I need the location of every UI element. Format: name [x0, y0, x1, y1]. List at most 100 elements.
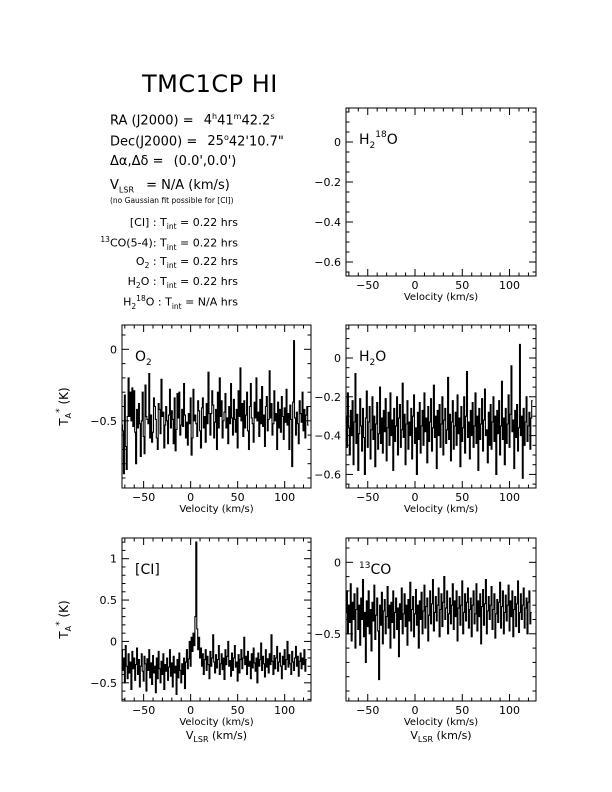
tint-sub: int: [166, 261, 177, 271]
tint-value: = N/A hrs: [181, 295, 238, 309]
species-label: O2: [135, 349, 152, 368]
tint-value: = 0.22 hrs: [176, 216, 238, 229]
species-name: H: [123, 295, 132, 309]
x-tick-label: 50: [231, 491, 245, 504]
vlsr-suffix: (km/s): [209, 729, 248, 742]
x-tick-label: 50: [231, 704, 245, 717]
tint-label: T: [156, 216, 167, 229]
species-label-sub: 2: [146, 358, 152, 368]
vlsr-prefix: V: [110, 178, 119, 193]
page-title: TMC1CP HI: [142, 70, 278, 98]
panel-ci: −50 0 50 100 1 0.5 0 −0.5 Velocity (km/s)VLSR (k…: [55, 537, 312, 744]
ra-hours: 4: [203, 113, 213, 129]
species-label-main: H: [359, 132, 370, 148]
x-tick-label: 50: [455, 704, 469, 717]
tint-label: T: [161, 295, 172, 309]
vlsr-prefix: V: [186, 729, 194, 742]
tint-label: T: [156, 236, 167, 250]
species-label-sup: 18: [375, 130, 387, 140]
species-sub: 2: [131, 301, 137, 311]
y-tick-label: −0.2: [314, 391, 341, 404]
tint-label: T: [156, 255, 167, 268]
ylabel-prefix: T: [57, 631, 71, 640]
species-label: H2O: [359, 349, 386, 368]
y-tick-label: 0: [334, 556, 341, 569]
x-tick-label: 100: [274, 491, 295, 504]
x-tick-label: −50: [356, 279, 379, 292]
x-tick-label: 100: [499, 491, 520, 504]
species-label-main: [CI]: [135, 562, 160, 578]
tint-label: T: [156, 275, 167, 288]
vlsr-prefix: V: [410, 729, 418, 742]
integration-row: 13CO(5-4): Tint = 0.22 hrs: [100, 235, 238, 252]
x-tick-label: 50: [455, 491, 469, 504]
offset-value: (0.0',0.0'): [173, 154, 237, 169]
y-tick-label: −0.6: [314, 256, 341, 269]
species-label-sub: 2: [370, 358, 376, 368]
x-tick-label: 100: [499, 279, 520, 292]
x-axis-label: Velocity (km/s): [404, 717, 478, 728]
x-axis-label: Velocity (km/s): [179, 504, 253, 515]
spectrum-line: [121, 340, 309, 475]
dec-degrees: 25: [207, 134, 224, 150]
ra-label: RA (J2000) =: [110, 113, 194, 129]
species-name: [CI] :: [129, 216, 157, 229]
species-sub: 2: [135, 281, 141, 291]
offset-line: Δα,Δδ = (0.0',0.0'): [110, 154, 236, 169]
ra-seconds: 42.2: [241, 113, 271, 129]
plot-frame: [121, 537, 312, 702]
ra-minutes: 41: [217, 113, 234, 129]
y-tick-label: −0.5: [90, 415, 117, 428]
dec-label: Dec(J2000) =: [110, 134, 198, 150]
vlsr-sub: LSR: [418, 735, 434, 744]
species-suffix: :: [149, 255, 157, 268]
x-tick-label: 50: [455, 279, 469, 292]
species-name: O: [135, 255, 145, 268]
species-label: H218O: [359, 130, 398, 151]
y-axis-label: TA* (K): [55, 387, 73, 426]
ylabel-suffix: (K): [57, 600, 71, 621]
x-axis-label-vlsr: VLSR (km/s): [186, 729, 247, 744]
x-tick-label: 0: [187, 704, 194, 717]
vlsr-suffix: (km/s): [433, 729, 472, 742]
offset-label: Δα,Δδ =: [110, 154, 164, 169]
x-tick-label: −50: [356, 704, 379, 717]
ylabel-sub: A: [64, 625, 73, 631]
panel-h2o: −50 0 50 100 0 −0.2 −0.4 −0.6 Velocity (km/s) H2O: [314, 324, 537, 515]
species-label-sub: 2: [370, 141, 376, 151]
x-tick-label: −50: [356, 491, 379, 504]
x-axis-label: Velocity (km/s): [404, 292, 478, 303]
ra-line: RA (J2000) = 4h41m42.2s: [110, 112, 275, 128]
integration-row: [CI] : Tint = 0.22 hrs: [130, 216, 238, 231]
y-tick-label: −0.5: [314, 628, 341, 641]
ra-s-unit: s: [270, 112, 275, 121]
species-label-main: H: [359, 349, 370, 365]
x-axis-label-vlsr: VLSR (km/s): [410, 729, 471, 744]
y-tick-label: −0.5: [90, 677, 117, 690]
spectrum-line: [345, 343, 533, 479]
x-tick-label: 0: [187, 491, 194, 504]
x-tick-label: 100: [499, 704, 520, 717]
vlsr-value: = N/A (km/s): [146, 178, 230, 193]
species-suffix: O :: [145, 295, 162, 309]
vlsr-line: VLSR = N/A (km/s): [110, 178, 230, 195]
species-label: 13CO: [359, 561, 391, 578]
y-tick-label: −0.6: [314, 468, 341, 481]
x-tick-label: 100: [274, 704, 295, 717]
tint-value: = 0.22 hrs: [176, 255, 238, 268]
integration-row: O2 : Tint = 0.22 hrs: [136, 255, 238, 270]
species-sub: 2: [144, 261, 150, 271]
isotope-prefix: 13: [100, 235, 110, 244]
fit-note: (no Gaussian fit possible for [CI]): [110, 196, 234, 205]
y-axis-label: TA* (K): [55, 600, 73, 639]
integration-row: H218O : Tint = N/A hrs: [123, 294, 238, 311]
vlsr-sub: LSR: [193, 735, 209, 744]
species-label: [CI]: [135, 562, 160, 578]
y-tick-label: 1: [110, 553, 117, 566]
ylabel-sup: *: [55, 408, 65, 413]
y-tick-label: −0.4: [314, 216, 341, 229]
y-tick-label: 0: [334, 352, 341, 365]
spectrum-line: [121, 541, 307, 695]
ra-h-unit: h: [212, 112, 218, 121]
